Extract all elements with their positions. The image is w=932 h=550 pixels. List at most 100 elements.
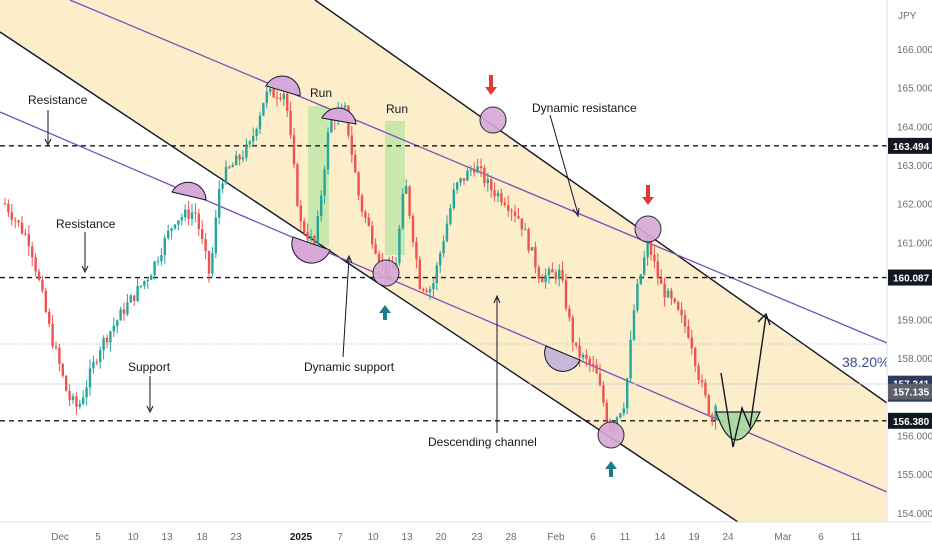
candle-body	[133, 295, 136, 301]
marker-circle	[597, 421, 625, 449]
candle-body	[595, 364, 598, 374]
candle-body	[660, 278, 663, 284]
dynamic-support-label: Dynamic support	[304, 360, 395, 374]
candle-body	[41, 279, 44, 291]
candle-body	[554, 272, 557, 279]
level-badge-label: 156.380	[893, 417, 930, 428]
candle-body	[357, 172, 360, 196]
candle-body	[105, 337, 109, 343]
candle-body	[313, 236, 316, 245]
candle-body	[190, 212, 194, 219]
candle-body	[493, 190, 496, 197]
run-highlight-2	[385, 121, 405, 255]
candle-body	[303, 221, 306, 233]
marker-circle	[372, 259, 400, 287]
y-tick-label: 162.000	[897, 200, 932, 211]
candle-body	[65, 375, 68, 391]
candle-body	[371, 225, 374, 245]
candle-body	[428, 289, 432, 293]
candle-body	[153, 261, 156, 276]
level-badge-label: 163.494	[893, 142, 930, 153]
candle-body	[207, 251, 211, 274]
candle-body	[575, 342, 578, 346]
candle-body	[694, 348, 697, 366]
candle-body	[61, 364, 64, 376]
candle-body	[537, 267, 540, 279]
candle-body	[367, 217, 370, 226]
x-tick-label: 11	[851, 532, 862, 543]
channel-upper-line	[314, 0, 887, 404]
candle-body	[177, 220, 180, 225]
candle-body	[54, 346, 58, 348]
candle-body	[680, 309, 683, 316]
candle-body	[687, 326, 690, 338]
candle-body	[653, 254, 656, 262]
run-label-2: Run	[386, 102, 408, 116]
candle-body	[95, 361, 98, 363]
candle-body	[143, 281, 146, 286]
candle-body	[75, 396, 78, 407]
x-tick-label: Feb	[547, 532, 565, 543]
candle-body	[296, 164, 299, 206]
price-badge-label: 157.135	[893, 388, 930, 399]
candle-body	[377, 253, 381, 263]
candle-body	[282, 93, 285, 99]
candle-body	[507, 205, 510, 211]
candle-body	[418, 259, 421, 289]
candle-body	[156, 261, 160, 263]
candle-body	[435, 265, 438, 284]
candle-body	[690, 337, 693, 349]
candle-body	[265, 91, 268, 104]
candle-body	[316, 216, 319, 245]
candle-body	[269, 88, 272, 92]
candle-body	[68, 390, 71, 400]
candle-body	[483, 167, 486, 184]
candle-body	[649, 240, 653, 255]
y-tick-label: 166.000	[897, 45, 932, 56]
candle-body	[184, 209, 187, 218]
candle-body	[592, 363, 595, 365]
level-badge	[888, 412, 932, 429]
x-tick-label: Dec	[51, 532, 69, 543]
candle-body	[119, 309, 122, 321]
candle-body	[252, 136, 255, 142]
candle-body	[343, 105, 347, 108]
candle-body	[615, 417, 619, 426]
candle-body	[173, 224, 177, 229]
candle-body	[544, 275, 547, 283]
candle-body	[360, 195, 364, 212]
candle-body	[476, 166, 479, 173]
candle-body	[214, 217, 217, 254]
candle-body	[605, 402, 608, 421]
candle-body	[163, 237, 166, 256]
candle-body	[3, 203, 7, 205]
candle-body	[37, 271, 41, 280]
level-badge-label: 160.087	[893, 274, 930, 285]
candle-body	[241, 157, 245, 160]
candle-body	[126, 302, 129, 315]
x-tick-label: 23	[230, 532, 242, 543]
candle-body	[422, 288, 425, 291]
candle-body	[71, 396, 75, 400]
x-tick-label: 2025	[290, 532, 313, 543]
candle-body	[201, 229, 204, 239]
candle-body	[24, 233, 27, 235]
candle-body	[663, 283, 666, 298]
candle-body	[656, 261, 659, 279]
y-tick-label: 161.000	[897, 238, 932, 249]
y-tick-label: 155.000	[897, 470, 932, 481]
candle-body	[571, 317, 574, 343]
candle-body	[619, 413, 622, 418]
candle-body	[500, 193, 503, 203]
candle-body	[323, 169, 326, 196]
candle-body	[245, 144, 248, 158]
candle-body	[629, 339, 632, 379]
candle-body	[85, 387, 88, 398]
candle-body	[578, 345, 581, 358]
candle-body	[44, 290, 47, 312]
candle-body	[598, 373, 602, 386]
projection-arrowhead	[757, 312, 771, 326]
candle-body	[224, 166, 228, 184]
candle-body	[547, 269, 551, 276]
